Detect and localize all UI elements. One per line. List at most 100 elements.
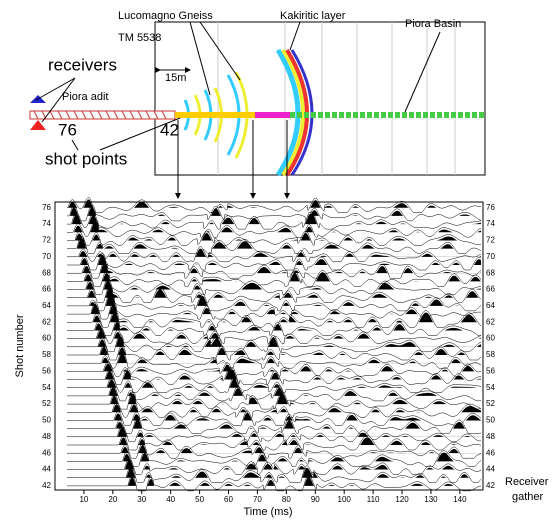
x-tick-label: 120 [395, 495, 409, 504]
x-tick-label: 60 [224, 495, 233, 504]
trace-fill [67, 199, 481, 208]
trace [67, 457, 482, 475]
x-tick-label: 110 [367, 495, 380, 504]
trace [67, 361, 482, 377]
y-tick-label: 42 [486, 481, 495, 490]
plot-frame [54, 201, 484, 491]
y-tick-label: 66 [486, 285, 495, 294]
trace [67, 474, 482, 492]
trace [67, 270, 482, 287]
trace [67, 236, 482, 254]
y-tick-label: 68 [486, 268, 495, 277]
y-tick-label: 66 [42, 285, 51, 294]
y-tick-label: 70 [42, 252, 51, 261]
trace-fill [67, 321, 481, 331]
trace [67, 450, 482, 468]
trace-fill [67, 404, 481, 413]
trace-fill [67, 363, 481, 372]
y-tick-label: 50 [42, 416, 51, 425]
y-tick-label: 72 [486, 236, 495, 245]
trace [67, 465, 482, 483]
trace [67, 260, 482, 279]
trace-fill [67, 427, 481, 437]
x-tick-label: 130 [424, 495, 438, 504]
trace [67, 344, 482, 361]
y-tick-label: 58 [486, 350, 495, 359]
trace-fill [67, 304, 481, 315]
trace [67, 211, 482, 230]
trace-fill [67, 336, 481, 347]
y-axis-label: Shot number [14, 314, 26, 377]
trace-fill [67, 206, 481, 216]
label: Piora Basin [405, 18, 461, 30]
y-tick-label: 54 [486, 383, 495, 392]
y-tick-label: 62 [486, 317, 495, 326]
x-tick-label: 20 [108, 495, 117, 504]
trace-fill [67, 476, 481, 486]
y-tick-label: 54 [42, 383, 51, 392]
annotation: gather [512, 491, 544, 503]
trace [67, 442, 482, 459]
trace [67, 285, 482, 304]
trace [67, 391, 482, 410]
trace [67, 319, 481, 336]
trace [67, 327, 482, 344]
label: Kakiritic layer [280, 10, 346, 22]
x-axis-label: Time (ms) [243, 506, 292, 518]
trace-fill [67, 272, 481, 282]
y-tick-label: 74 [42, 219, 51, 228]
y-tick-label: 70 [486, 252, 495, 261]
trace-fill [67, 452, 481, 462]
trace [67, 376, 482, 393]
trace [67, 246, 482, 263]
trace [67, 230, 482, 246]
y-tick-label: 46 [42, 448, 51, 457]
trace-fill [67, 248, 481, 257]
trace [67, 252, 482, 271]
trace [67, 435, 482, 451]
x-tick-label: 90 [311, 495, 320, 504]
y-tick-label: 44 [42, 465, 51, 474]
trace [67, 204, 482, 222]
y-tick-label: 50 [486, 416, 495, 425]
y-tick-label: 76 [486, 203, 495, 212]
y-tick-label: 46 [486, 448, 495, 457]
y-tick-label: 68 [42, 268, 51, 277]
trace [67, 402, 482, 418]
y-tick-label: 56 [486, 366, 495, 375]
trace-fill [67, 295, 481, 306]
trace [67, 277, 481, 295]
trace [67, 293, 482, 312]
trace [67, 334, 482, 353]
trace-fill [67, 263, 481, 274]
trace [67, 350, 482, 369]
x-tick-label: 10 [79, 495, 88, 504]
label: 15m [165, 72, 186, 84]
x-tick-label: 50 [195, 495, 204, 504]
y-tick-label: 74 [486, 219, 495, 228]
y-tick-label: 44 [486, 465, 495, 474]
trace-fill [67, 353, 481, 364]
trace-fill [67, 437, 481, 445]
label: Piora adit [62, 91, 108, 103]
label: receivers [48, 55, 117, 74]
x-tick-label: 140 [453, 495, 467, 504]
x-tick-label: 80 [282, 495, 291, 504]
trace-fill [67, 255, 481, 265]
trace [67, 220, 482, 238]
trace-fill [67, 238, 481, 249]
y-tick-label: 52 [486, 399, 495, 408]
trace-fill [67, 222, 481, 233]
trace-fill [67, 412, 481, 421]
x-tick-label: 30 [137, 495, 146, 504]
trace-fill [67, 233, 481, 241]
y-tick-label: 76 [42, 203, 51, 212]
label: 76 [58, 120, 77, 139]
label: 42 [160, 120, 179, 139]
y-tick-label: 48 [486, 432, 495, 441]
x-tick-label: 70 [253, 495, 262, 504]
trace [67, 424, 482, 443]
x-tick-label: 40 [166, 495, 175, 504]
y-tick-label: 58 [42, 350, 51, 359]
trace [67, 384, 482, 402]
